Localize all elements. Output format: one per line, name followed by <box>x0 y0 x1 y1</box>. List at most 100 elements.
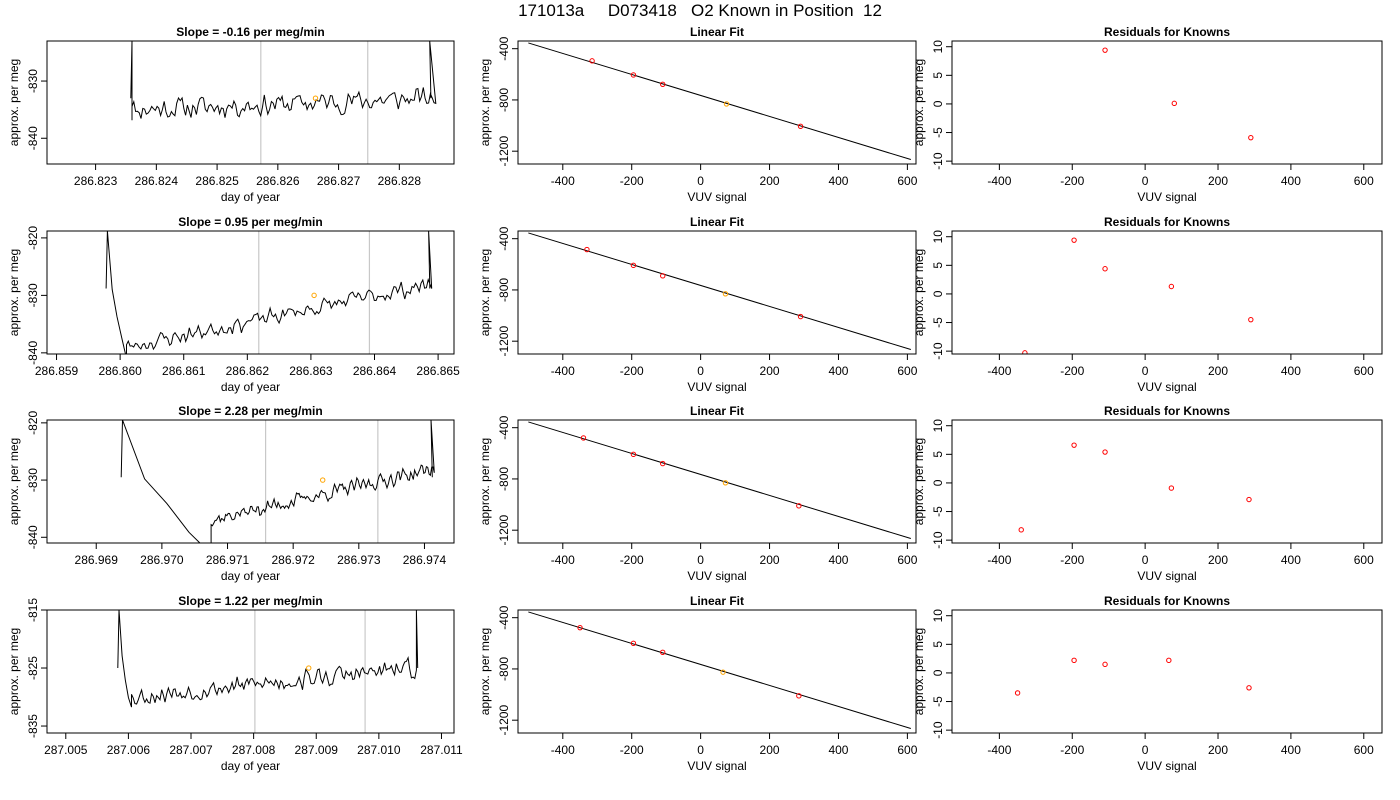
y-tick-label: -5 <box>931 127 945 138</box>
y-tick-label: 10 <box>931 230 945 244</box>
x-axis-label: VUV signal <box>687 380 746 394</box>
y-tick-label: -835 <box>26 714 40 738</box>
x-tick-label: 286.862 <box>226 364 270 378</box>
y-tick-label: -5 <box>931 506 945 517</box>
x-tick-label: 287.005 <box>44 743 88 757</box>
plot-frame <box>951 419 1383 544</box>
plot-frame <box>517 230 917 355</box>
plot-frame <box>46 230 455 355</box>
chart-panel-12: Residuals for Knowns -400 -200 0 200 400 600 10… <box>912 594 1383 773</box>
x-tick-label: 600 <box>1354 743 1374 757</box>
y-axis-label: approx. per meg <box>7 628 21 715</box>
plot-area <box>1102 47 1254 141</box>
x-tick-label: 286.971 <box>206 553 250 567</box>
x-axis-label: VUV signal <box>687 190 746 204</box>
highlight-point <box>722 291 729 297</box>
x-axis-label: VUV signal <box>1137 759 1196 773</box>
x-tick-label: 286.860 <box>98 364 142 378</box>
y-tick-label: 5 <box>931 262 945 269</box>
x-tick-label: 400 <box>1281 553 1301 567</box>
highlight-point <box>306 665 312 671</box>
plot-frame <box>46 609 455 734</box>
panel-title: Residuals for Knowns <box>1104 594 1230 608</box>
x-tick-label: 286.972 <box>271 553 315 567</box>
x-tick-label: 287.008 <box>232 743 276 757</box>
y-tick-label: -1200 <box>497 705 511 736</box>
data-point <box>1171 100 1177 107</box>
x-tick-label: 0 <box>697 174 704 188</box>
plot-frame <box>517 40 917 165</box>
chart-panel-7: Slope = 2.28 per meg/min 286.969 286.970 28… <box>7 404 455 583</box>
x-tick-label: 0 <box>697 743 704 757</box>
y-axis-label: approx. per meg <box>7 249 21 336</box>
plot-frame <box>951 230 1383 355</box>
x-tick-label: -400 <box>551 174 575 188</box>
x-tick-label: -200 <box>1060 743 1084 757</box>
x-tick-label: 200 <box>760 553 780 567</box>
x-tick-label: -400 <box>551 364 575 378</box>
data-point <box>630 640 637 647</box>
y-tick-label: -10 <box>931 342 945 360</box>
x-axis-label: VUV signal <box>1137 380 1196 394</box>
x-tick-label: 600 <box>897 743 917 757</box>
chart-panel-9: Residuals for Knowns -400 -200 0 200 400 600 10… <box>912 404 1383 583</box>
plot-frame <box>951 40 1383 165</box>
data-point <box>630 451 637 458</box>
data-point <box>1102 661 1108 668</box>
x-axis-label: VUV signal <box>1137 569 1196 583</box>
x-tick-label: 0 <box>1142 174 1149 188</box>
plot-area <box>1014 657 1252 696</box>
y-tick-label: -840 <box>26 126 40 150</box>
x-tick-label: -200 <box>620 174 644 188</box>
plot-area <box>528 421 911 539</box>
panel-title: Linear Fit <box>690 404 744 418</box>
chart-panel-10: Slope = 1.22 per meg/min 287.005 287.006 28… <box>7 594 463 773</box>
y-tick-label: 0 <box>931 669 945 676</box>
x-tick-label: 400 <box>828 553 848 567</box>
x-tick-label: -200 <box>1060 553 1084 567</box>
x-axis-label: day of year <box>221 759 280 773</box>
data-trace-line <box>117 610 419 708</box>
data-point <box>1246 685 1252 691</box>
data-point <box>796 693 802 699</box>
x-tick-label: 400 <box>828 174 848 188</box>
data-point <box>1166 657 1172 664</box>
data-point <box>1102 47 1108 53</box>
highlight-point <box>720 669 726 675</box>
fit-line <box>528 421 911 539</box>
x-axis-label: day of year <box>221 569 280 583</box>
x-tick-label: 600 <box>897 174 917 188</box>
y-tick-label: -10 <box>931 152 945 170</box>
x-tick-label: -200 <box>1060 174 1084 188</box>
x-tick-label: 0 <box>697 364 704 378</box>
x-tick-label: 400 <box>1281 364 1301 378</box>
data-point <box>660 649 666 655</box>
y-tick-label: 10 <box>931 609 945 623</box>
x-tick-label: -200 <box>620 553 644 567</box>
chart-panel-8: Linear Fit -400 -200 0 200 400 600 -400 -800 -120… <box>478 404 918 583</box>
y-tick-label: -10 <box>931 531 945 549</box>
plot-frame <box>46 419 455 544</box>
data-point <box>796 503 802 509</box>
y-tick-label: 0 <box>931 100 945 107</box>
plot-area <box>117 610 419 733</box>
plot-area <box>1018 442 1252 533</box>
x-tick-label: 600 <box>1354 174 1374 188</box>
plot-area <box>528 611 911 729</box>
y-tick-label: -820 <box>26 226 40 250</box>
x-tick-label: 286.859 <box>35 364 79 378</box>
highlight-point <box>723 101 730 107</box>
data-point <box>589 58 595 64</box>
y-axis-label: approx. per meg <box>478 628 492 715</box>
x-axis-label: VUV signal <box>687 759 746 773</box>
y-tick-label: -830 <box>26 69 40 93</box>
y-tick-label: 5 <box>931 72 945 79</box>
data-point <box>630 262 637 269</box>
y-tick-label: -400 <box>497 36 511 60</box>
y-tick-label: -815 <box>26 598 40 622</box>
y-tick-label: -800 <box>497 278 511 302</box>
x-tick-label: 200 <box>1208 174 1228 188</box>
y-tick-label: 10 <box>931 40 945 54</box>
x-tick-label: -400 <box>551 743 575 757</box>
